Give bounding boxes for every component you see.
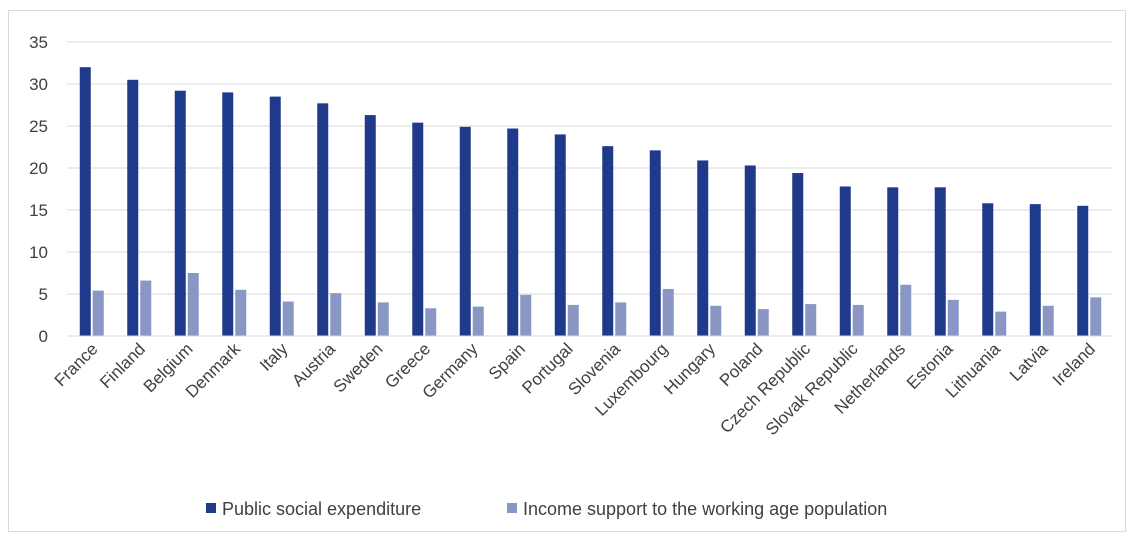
x-tick-label-spain: Spain bbox=[485, 339, 529, 383]
bar-spain-income-support bbox=[520, 294, 532, 336]
y-tick-label-0: 0 bbox=[39, 327, 48, 346]
bar-hungary-public-social-expenditure bbox=[697, 160, 709, 336]
bar-denmark-public-social-expenditure bbox=[222, 92, 234, 337]
bar-finland-public-social-expenditure bbox=[127, 79, 139, 337]
y-axis-ticks: 0 5 10 15 20 25 30 35 bbox=[29, 33, 48, 346]
legend-label-income-support: Income support to the working age popula… bbox=[523, 499, 887, 519]
bar-finland-income-support bbox=[140, 280, 152, 336]
bar-czech-republic-income-support bbox=[805, 304, 817, 336]
bar-lithuania-public-social-expenditure bbox=[982, 203, 994, 336]
legend: Public social expenditure Income support… bbox=[206, 499, 887, 519]
bar-slovak-republic-income-support bbox=[852, 304, 864, 336]
y-tick-label-35: 35 bbox=[29, 33, 48, 52]
bar-luxembourg-public-social-expenditure bbox=[649, 150, 661, 336]
bar-greece-income-support bbox=[425, 308, 437, 336]
legend-label-public-social-expenditure: Public social expenditure bbox=[222, 499, 421, 519]
bar-germany-income-support bbox=[472, 306, 484, 336]
bar-luxembourg-income-support bbox=[662, 288, 674, 336]
bar-austria-income-support bbox=[330, 293, 342, 336]
x-tick-label-italy: Italy bbox=[256, 339, 292, 375]
x-tick-label-hungary: Hungary bbox=[660, 339, 719, 398]
bar-italy-public-social-expenditure bbox=[269, 96, 281, 336]
bar-netherlands-income-support bbox=[900, 284, 912, 336]
bar-hungary-income-support bbox=[710, 305, 722, 336]
x-tick-label-latvia: Latvia bbox=[1006, 339, 1052, 385]
bar-sweden-public-social-expenditure bbox=[364, 115, 376, 336]
x-tick-label-ireland: Ireland bbox=[1049, 339, 1099, 389]
bar-poland-public-social-expenditure bbox=[744, 165, 756, 336]
bar-latvia-income-support bbox=[1042, 305, 1054, 336]
y-tick-label-5: 5 bbox=[39, 285, 48, 304]
bar-ireland-public-social-expenditure bbox=[1077, 205, 1089, 336]
bar-slovenia-income-support bbox=[615, 302, 627, 336]
bar-latvia-public-social-expenditure bbox=[1029, 204, 1041, 336]
bars bbox=[79, 67, 1102, 337]
legend-swatch-income-support bbox=[507, 503, 517, 513]
y-tick-label-15: 15 bbox=[29, 201, 48, 220]
bar-italy-income-support bbox=[282, 301, 294, 336]
bar-lithuania-income-support bbox=[995, 311, 1007, 336]
bar-denmark-income-support bbox=[235, 289, 247, 336]
bar-france-public-social-expenditure bbox=[79, 67, 91, 336]
bar-portugal-public-social-expenditure bbox=[554, 134, 566, 336]
bar-sweden-income-support bbox=[377, 302, 389, 336]
bar-belgium-public-social-expenditure bbox=[174, 90, 186, 336]
bar-slovak-republic-public-social-expenditure bbox=[839, 186, 851, 336]
x-tick-label-france: France bbox=[51, 339, 102, 390]
bar-austria-public-social-expenditure bbox=[317, 103, 329, 336]
bar-ireland-income-support bbox=[1090, 297, 1102, 336]
bar-netherlands-public-social-expenditure bbox=[887, 187, 899, 336]
bar-greece-public-social-expenditure bbox=[412, 122, 424, 336]
x-tick-label-sweden: Sweden bbox=[330, 339, 387, 396]
bar-czech-republic-public-social-expenditure bbox=[792, 173, 804, 336]
bar-france-income-support bbox=[92, 290, 104, 336]
bar-belgium-income-support bbox=[187, 273, 199, 336]
y-tick-label-20: 20 bbox=[29, 159, 48, 178]
bar-estonia-public-social-expenditure bbox=[934, 187, 946, 336]
bar-spain-public-social-expenditure bbox=[507, 128, 519, 336]
y-tick-label-30: 30 bbox=[29, 75, 48, 94]
bar-portugal-income-support bbox=[567, 304, 579, 336]
legend-swatch-public-social-expenditure bbox=[206, 503, 216, 513]
y-tick-label-25: 25 bbox=[29, 117, 48, 136]
y-tick-label-10: 10 bbox=[29, 243, 48, 262]
bar-poland-income-support bbox=[757, 309, 769, 336]
bar-slovenia-public-social-expenditure bbox=[602, 146, 614, 336]
bar-germany-public-social-expenditure bbox=[459, 126, 471, 336]
bar-estonia-income-support bbox=[947, 299, 959, 336]
